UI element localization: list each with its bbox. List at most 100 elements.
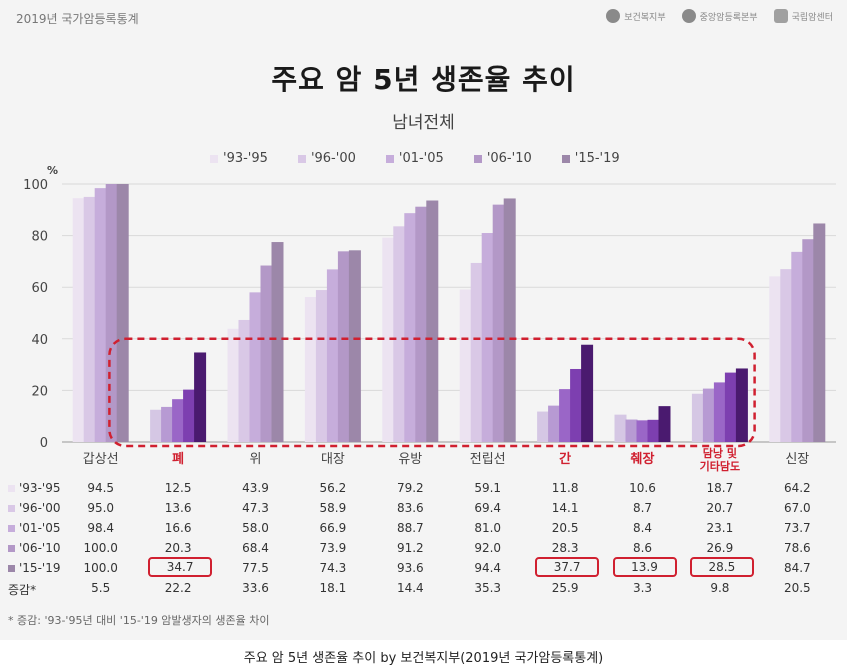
bar [713,382,726,442]
bar [105,184,118,442]
chart-title: 주요 암 5년 생존율 추이 [271,63,576,96]
legend-label: '06-'10 [486,151,532,166]
table-cell: 20.7 [706,501,734,515]
ministry-emblem-icon [606,9,621,23]
bar [238,319,251,442]
category-label: 신장 [785,452,809,467]
bar [304,297,317,442]
bar [581,344,594,442]
row-label: '15-'19 [8,561,60,575]
category-label: 기타담도 [700,459,740,473]
row-label: 증감* [8,581,36,598]
table-row: '15-'19 100.0 34.7 77.5 74.3 93.6 94.4 37.7 13.9… [0,557,847,578]
bar [625,419,638,442]
category-label: 전립선 [470,452,506,467]
image-caption: 주요 암 5년 생존율 추이 by 보건복지부(2019년 국가암등록통계) [243,651,604,666]
bar [691,393,704,442]
table-cell: 83.6 [396,501,424,515]
bar [94,188,107,442]
category-label: 위 [250,452,262,467]
bar [194,352,207,442]
table-row-change: 증감* 5.5 22.2 33.6 18.1 14.4 35.3 25.9 3.3 9.8 20.5 [0,578,847,598]
row-label: '96-'00 [8,501,60,515]
row-label: '01-'05 [8,521,60,535]
y-axis-unit: % [47,164,58,177]
bar [393,226,406,442]
table-cell: 100.0 [83,541,118,555]
row-swatch [8,524,15,532]
table-cell: 94.4 [474,561,502,575]
table-cell: 13.9 [612,557,677,577]
bar [72,198,85,442]
table-cell: 56.2 [319,481,347,495]
table-row: '01-'05 98.4 16.6 58.0 66.9 88.7 81.0 20.5 8.4 23… [0,518,847,538]
table-cell: 73.7 [783,521,811,535]
table-cell: 25.9 [551,581,579,595]
bar [813,223,826,442]
table-cell: 10.6 [629,481,656,495]
highlight-outline [108,337,756,448]
legend-swatch [561,154,570,163]
table-cell: 8.6 [632,541,653,555]
table-cell: 11.8 [551,481,579,495]
table-cell: 13.6 [164,501,192,515]
table-cell: 66.9 [319,521,347,535]
table-cell: 92.0 [474,541,502,555]
table-cell: 88.7 [396,521,424,535]
bar [647,419,660,442]
legend-item: '01-'05 [385,151,444,166]
table-cell: 28.3 [551,541,579,555]
table-cell: 67.0 [783,501,811,515]
table-cell: 64.2 [783,481,811,495]
bar [415,206,428,442]
table-cell: 43.9 [242,481,269,495]
category-label: 췌장 [631,451,655,467]
table-cell: 95.0 [87,501,115,515]
bar [791,251,804,442]
y-tick-label: 40 [31,333,48,348]
bar [503,198,516,442]
footnote: * 증감: '93-'95년 대비 '15-'19 암발생자의 생존율 차이 [8,614,270,627]
bar [481,233,494,442]
bar [326,269,339,442]
bar [570,368,583,442]
legend-label: '15-'19 [574,151,620,166]
table-cell: 9.8 [710,581,730,595]
bar [172,399,185,442]
bar [559,389,572,442]
legend-swatch [210,154,218,163]
registry-emblem-icon [681,9,696,23]
table-cell: 91.2 [396,541,424,555]
table-cell: 34.7 [148,557,213,577]
legend-label: '93-'95 [223,151,268,166]
bar [769,276,782,442]
table-cell: 58.0 [242,521,269,535]
bar [260,265,273,442]
table-row: '93-'95 94.5 12.5 43.9 56.2 79.2 59.1 11.8 10.6 1… [0,478,847,498]
table-cell: 18.7 [706,481,734,495]
row-swatch [8,484,15,492]
table-cell: 8.7 [632,501,653,515]
table-cell: 20.5 [551,521,579,535]
bar [459,289,472,442]
table-cell: 84.7 [783,561,811,575]
legend-item: '93-'95 [210,151,268,166]
report-label: 2019년 국가암등록통계 [16,12,139,26]
y-tick-label: 60 [31,281,48,296]
table-cell: 5.5 [91,581,111,595]
row-label-text: '01-'05 [19,521,61,535]
bar [83,196,96,442]
category-label: 유방 [398,452,422,467]
table-cell: 73.9 [319,541,347,555]
row-label-text: '15-'19 [19,561,61,575]
table-cell: 14.1 [551,501,579,515]
bar [802,239,815,442]
bar [161,406,174,442]
table-row: '96-'00 95.0 13.6 47.3 58.9 83.6 69.4 14.1 8.7 20… [0,498,847,518]
table-cell: 79.2 [396,481,424,495]
legend-item: '96-'00 [297,151,356,166]
bar [780,269,793,442]
table-cell: 14.4 [396,581,424,595]
table-cell: 58.9 [319,501,347,515]
legend-item: '06-'10 [473,151,532,166]
